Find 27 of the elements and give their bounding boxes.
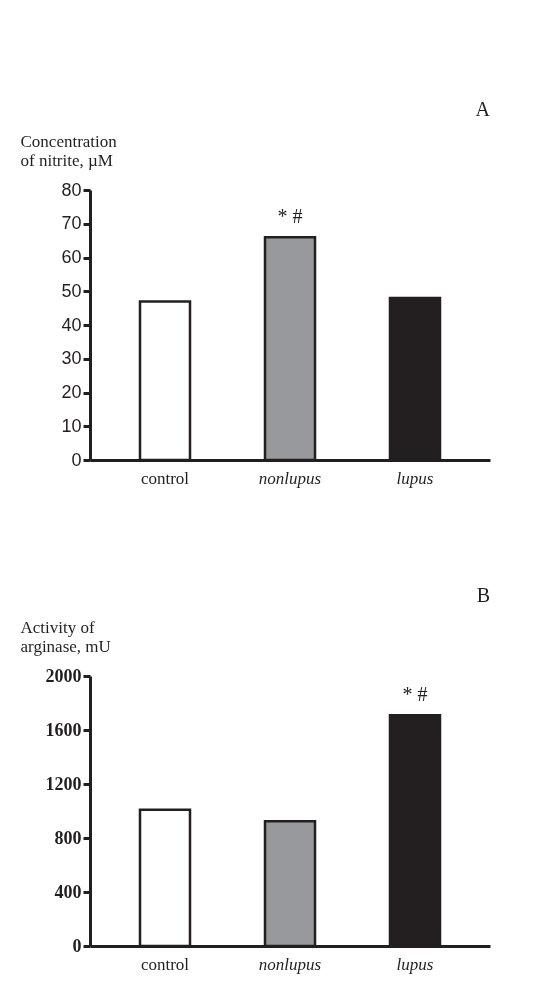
x-tick-label: nonlupus bbox=[258, 954, 322, 974]
y-tick-label: 1600 bbox=[45, 719, 82, 740]
y-tick-label: 10 bbox=[61, 415, 82, 436]
y-tick-label: 0 bbox=[71, 449, 82, 470]
y-tick-label: 80 bbox=[61, 179, 82, 200]
x-tick-label: nonlupus bbox=[258, 468, 322, 488]
y-tick-label: 400 bbox=[54, 881, 82, 902]
text: B bbox=[476, 584, 490, 606]
y-tick-label: 60 bbox=[61, 247, 82, 267]
x-tick-label: lupus bbox=[396, 468, 434, 488]
y-tick-label: 40 bbox=[61, 314, 82, 335]
y-tick-label: 70 bbox=[61, 213, 82, 234]
y-axis-title: Activity of arginase, mU bbox=[20, 617, 111, 656]
y-tick-label: 1200 bbox=[45, 773, 82, 794]
y-tick-label: 30 bbox=[61, 348, 82, 369]
y-tick-label: 0 bbox=[72, 935, 82, 956]
annotation: * # bbox=[402, 683, 428, 706]
y-tick-label: 20 bbox=[61, 382, 82, 402]
y-tick-label: 800 bbox=[54, 827, 82, 848]
x-tick-label: control bbox=[140, 954, 190, 974]
y-tick-label: 50 bbox=[61, 280, 82, 301]
annotation: * # bbox=[277, 205, 303, 228]
x-tick-label: control bbox=[140, 468, 190, 488]
y-axis-title: Concentration of nitrite, µM bbox=[20, 131, 118, 170]
x-tick-label: lupus bbox=[396, 954, 434, 974]
y-tick-label: 2000 bbox=[45, 665, 82, 686]
text: A bbox=[475, 98, 491, 120]
